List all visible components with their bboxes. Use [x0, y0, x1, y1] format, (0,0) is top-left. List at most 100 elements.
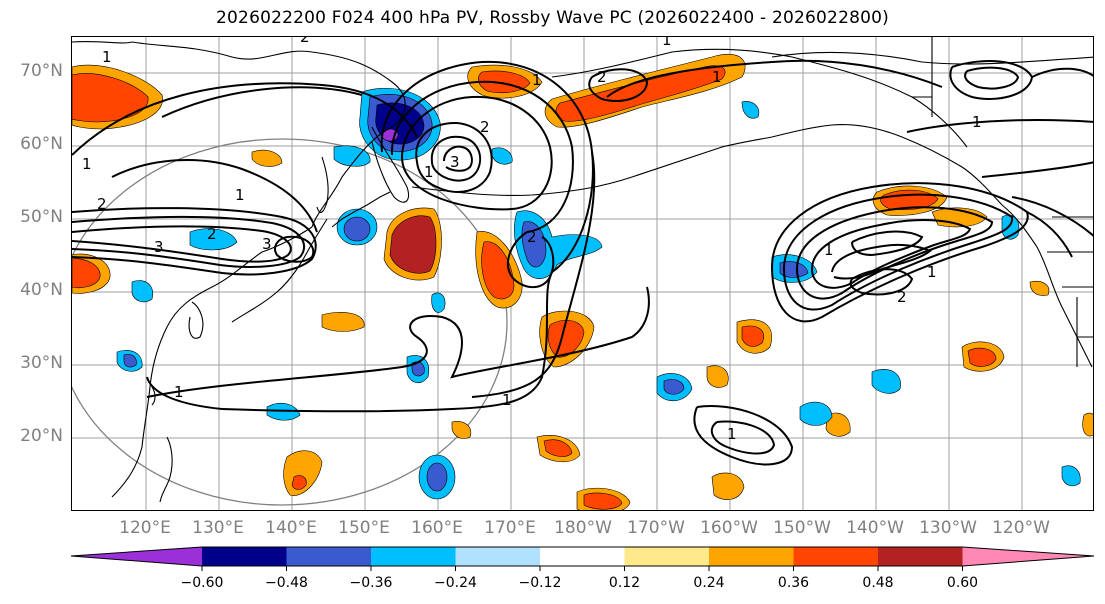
colorbar-segment — [286, 547, 372, 566]
lon-label-120e: 120°E — [119, 518, 171, 538]
contour-line — [693, 405, 794, 466]
positive-anomaly — [1029, 280, 1050, 296]
lon-label-170e: 170°E — [484, 518, 536, 538]
contour-label: 1 — [424, 163, 434, 181]
positive-anomaly — [741, 325, 764, 347]
contour-label: 2 — [597, 68, 607, 86]
colorbar-segment — [540, 547, 625, 566]
contour-label: 1 — [927, 263, 937, 281]
contour-line — [851, 230, 924, 257]
lat-label-40n: 40°N — [20, 280, 63, 300]
positive-anomaly — [451, 421, 472, 439]
positive-anomaly — [543, 439, 573, 457]
map-panel: 1 2 3 1 2 3 1 2 1 1 2 3 1 2 1 1 1 2 1 1 … — [71, 36, 1094, 511]
negative-anomaly — [333, 145, 371, 167]
contour-label: 1 — [662, 37, 672, 49]
contour-label: 1 — [712, 68, 722, 86]
contour-line — [949, 60, 1034, 100]
positive-anomaly — [321, 312, 365, 332]
pv-contours — [72, 59, 1093, 466]
map-title: 2026022200 F024 400 hPa PV, Rossby Wave … — [216, 8, 889, 28]
contour-label: 2 — [300, 37, 310, 46]
north-america-coastline — [1001, 204, 1093, 368]
lon-label-150w: 150°W — [773, 518, 831, 538]
lat-label-20n: 20°N — [20, 426, 63, 446]
contour-line — [796, 206, 994, 300]
colorbar-segment — [371, 547, 456, 566]
contour-line — [906, 119, 1093, 133]
contour-labels: 1 2 3 1 2 3 1 2 1 1 2 3 1 2 1 1 1 2 1 1 … — [82, 37, 982, 443]
negative-anomaly — [343, 216, 371, 242]
asia-coastline — [111, 226, 313, 498]
negative-anomaly — [1061, 465, 1081, 487]
radius-circle — [72, 138, 508, 506]
contour-line — [415, 121, 493, 193]
colorbar-tick-label: −0.12 — [518, 575, 562, 591]
contour-line — [146, 286, 650, 398]
asia-coastline — [131, 41, 406, 228]
colorbar-tick-label: −0.48 — [265, 575, 308, 591]
contour-line — [221, 271, 553, 413]
contour-line — [72, 207, 317, 276]
contour-label: 1 — [102, 48, 112, 66]
contour-label: 2 — [97, 195, 107, 213]
graticule — [72, 37, 1093, 510]
contour-label: 1 — [174, 383, 184, 401]
contour-line — [507, 231, 555, 289]
colorbar-segments — [71, 547, 1094, 566]
sakhalin-coastline — [316, 156, 329, 213]
colorbar-tick-label: 0.36 — [777, 575, 810, 591]
negative-anomaly — [189, 228, 238, 251]
colorbar-segment — [709, 547, 794, 566]
taiwan-coastline — [151, 386, 156, 406]
contour-line — [111, 158, 318, 233]
state-borders — [912, 37, 1093, 367]
philippines-coastline — [159, 436, 173, 503]
lon-label-120w: 120°W — [992, 518, 1050, 538]
contour-label: 3 — [450, 153, 460, 171]
contour-line — [401, 95, 553, 211]
contour-label: 2 — [527, 228, 537, 246]
contour-line — [588, 68, 649, 102]
negative-anomaly — [431, 292, 446, 313]
lon-label-170w: 170°W — [627, 518, 685, 538]
north-coast — [72, 40, 1093, 65]
contour-line — [964, 66, 1020, 90]
positive-anomaly — [72, 258, 101, 288]
contour-label: 1 — [82, 155, 92, 173]
contour-label: 1 — [502, 391, 512, 409]
lat-label-60n: 60°N — [20, 134, 63, 154]
colorbar-segment-extend-max — [962, 547, 1094, 566]
colorbar-tick-label: 0.12 — [608, 575, 641, 591]
lat-label-30n: 30°N — [20, 353, 63, 373]
contour-line — [146, 376, 223, 410]
contour-label: 1 — [727, 425, 737, 443]
positive-anomaly — [825, 412, 851, 437]
colorbar-segment — [878, 547, 963, 566]
contour-line — [380, 60, 594, 273]
lon-label-140w: 140°W — [846, 518, 904, 538]
colorbar-segment — [624, 547, 710, 566]
contour-line — [1011, 196, 1093, 237]
contour-label: 3 — [262, 235, 272, 253]
pv-anomaly-shading — [72, 53, 1093, 510]
negative-anomaly — [871, 369, 901, 394]
lat-label-50n: 50°N — [20, 207, 63, 227]
contour-line — [783, 193, 1014, 311]
contour-line — [430, 135, 482, 182]
contour-line — [1031, 67, 1093, 78]
lon-label-150e: 150°E — [338, 518, 390, 538]
colorbar-segment-extend-min — [71, 547, 202, 566]
negative-anomaly — [266, 403, 301, 421]
contour-line — [161, 86, 363, 118]
contour-line — [72, 225, 292, 263]
colorbar-outline — [70, 546, 1095, 567]
colorbar-tick-label: −0.24 — [434, 575, 477, 591]
contour-label: 1 — [235, 186, 245, 204]
colorbar-tick-label: 0.24 — [693, 575, 725, 591]
contour-line — [710, 420, 776, 455]
positive-anomaly — [1082, 412, 1093, 437]
contour-label: 3 — [154, 238, 164, 256]
colorbar-tick-label: −0.60 — [180, 575, 224, 591]
contour-line — [274, 235, 315, 263]
